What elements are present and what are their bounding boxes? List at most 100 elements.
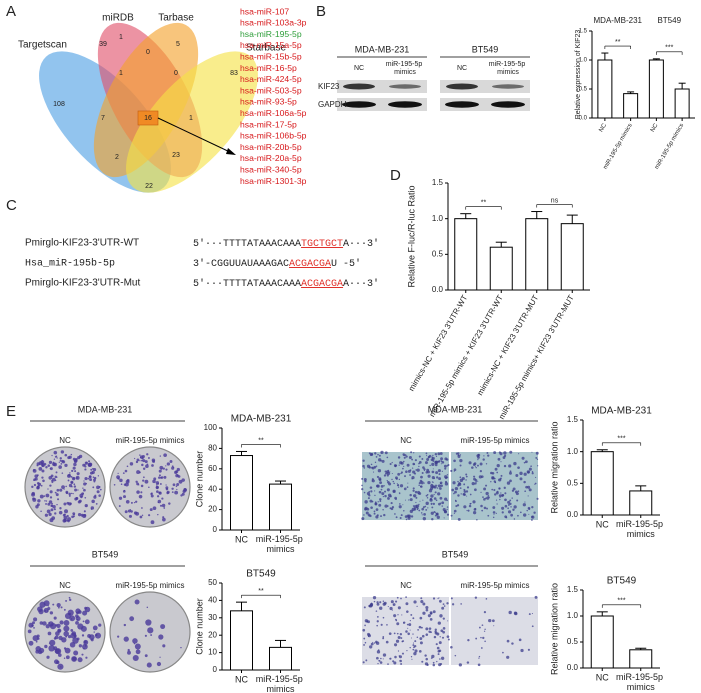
cell	[524, 501, 526, 503]
bar	[525, 218, 549, 291]
cell	[491, 619, 495, 623]
colony	[156, 490, 159, 493]
cell	[363, 491, 366, 494]
cell	[395, 639, 400, 643]
x-tick-label: NC	[235, 674, 248, 684]
colony	[83, 482, 87, 486]
lane-label: NC	[59, 436, 71, 445]
colony	[180, 494, 183, 497]
colony	[165, 484, 167, 486]
cell	[378, 458, 382, 462]
cell	[398, 478, 401, 481]
colony	[58, 653, 62, 657]
cell	[400, 597, 402, 600]
colony	[144, 479, 149, 484]
cell	[431, 462, 435, 466]
colony	[93, 631, 95, 633]
colony	[94, 632, 102, 639]
venn-count: 2	[115, 154, 119, 161]
y-tick-label: 40	[208, 596, 217, 605]
cell	[494, 467, 498, 471]
colony	[71, 656, 78, 662]
cell	[484, 640, 486, 643]
colony	[166, 491, 169, 495]
colony	[55, 493, 59, 497]
cell	[368, 494, 371, 497]
colony	[69, 472, 71, 474]
colony	[63, 631, 69, 637]
colony	[48, 500, 53, 504]
cell	[366, 464, 371, 468]
cell	[499, 498, 501, 501]
cell-line-label: BT549	[472, 44, 499, 54]
cell	[432, 661, 435, 664]
cell	[440, 629, 444, 633]
y-tick-label: 40	[208, 484, 217, 493]
colony	[159, 465, 164, 470]
cell	[506, 639, 510, 643]
colony	[92, 625, 98, 631]
cell	[426, 457, 430, 461]
mirna: hsa-miR-20a-5p	[240, 153, 302, 163]
colony	[28, 640, 34, 646]
y-tick-label: 100	[204, 423, 218, 432]
cell	[392, 603, 396, 606]
mirna: hsa-miR-340-5p	[240, 164, 302, 174]
mirna: hsa-miR-107	[240, 6, 289, 16]
colony	[48, 460, 53, 464]
y-tick-label: 1.5	[567, 415, 579, 424]
colony	[32, 621, 35, 625]
cell	[507, 510, 512, 514]
colony	[55, 479, 57, 482]
colony	[77, 657, 83, 663]
cell	[413, 496, 415, 498]
mirna: hsa-miR-93-5p	[240, 97, 297, 107]
colony	[56, 503, 58, 506]
colony	[158, 491, 161, 494]
colony	[141, 463, 144, 467]
cell	[365, 659, 368, 662]
cell	[382, 637, 385, 640]
sequence: 5′···TTTTATAAACAAAACGACGAA···3′	[193, 278, 379, 290]
chart-title: BT549	[607, 576, 637, 587]
colony	[175, 473, 179, 478]
cell	[434, 628, 437, 631]
colony	[93, 480, 96, 483]
cell	[384, 470, 387, 473]
bar	[590, 615, 614, 669]
colony	[47, 606, 51, 611]
cell	[399, 633, 403, 636]
cell	[511, 497, 513, 499]
colony	[139, 515, 143, 519]
colony	[56, 457, 58, 459]
cell	[412, 470, 416, 474]
cell	[398, 492, 401, 494]
colony	[73, 483, 76, 486]
x-tick-label: miR-195-5p mimics	[256, 534, 306, 554]
cell	[466, 486, 470, 489]
group-label: BT549	[657, 16, 681, 25]
colony	[130, 510, 133, 513]
cell-line-label: MDA-MB-231	[428, 404, 483, 414]
cell	[365, 511, 369, 515]
arrow-head	[226, 148, 236, 155]
cell	[434, 460, 438, 465]
colony	[173, 466, 175, 468]
y-tick-label: 10	[208, 648, 217, 657]
cell	[476, 518, 478, 521]
colony	[54, 512, 57, 515]
colony	[37, 485, 40, 488]
cell	[487, 495, 490, 497]
cell	[403, 621, 406, 624]
cell	[486, 452, 489, 454]
cell	[383, 513, 386, 517]
cell	[382, 509, 384, 511]
significance: **	[615, 39, 621, 46]
venn-count: 1	[119, 70, 123, 77]
cell	[457, 480, 459, 483]
colony	[134, 599, 140, 605]
cell	[379, 601, 382, 604]
colony	[146, 463, 149, 466]
colony	[37, 499, 41, 503]
